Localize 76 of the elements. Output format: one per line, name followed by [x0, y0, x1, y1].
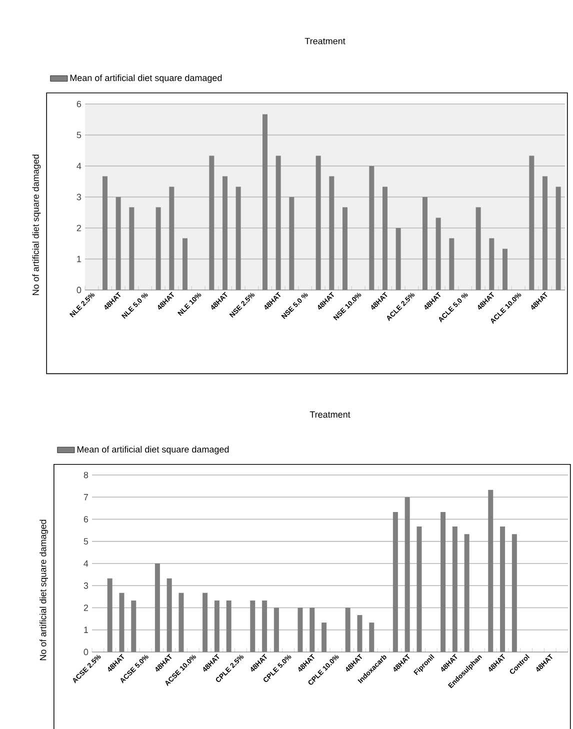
- y-tick-label: 2: [84, 604, 88, 611]
- y-tick-label: 5: [84, 538, 88, 545]
- bar: [322, 622, 327, 652]
- bar: [449, 238, 454, 290]
- y-tick-label: 2: [76, 224, 82, 232]
- y-tick-label: 3: [84, 582, 88, 589]
- y-tick-label: 7: [84, 494, 88, 500]
- bar: [276, 156, 281, 290]
- bar: [119, 592, 124, 652]
- bar: [357, 615, 362, 652]
- bar: [262, 114, 268, 290]
- legend-label: Mean of artificial diet square damaged: [70, 74, 222, 83]
- y-axis-title: No of artificial diet square damaged: [32, 154, 41, 295]
- bar: [102, 176, 108, 290]
- bar: [156, 207, 161, 290]
- bar: [182, 238, 188, 290]
- y-tick-label: 0: [84, 648, 88, 656]
- bar: [502, 248, 508, 290]
- bar: [436, 218, 441, 290]
- bar: [262, 600, 268, 652]
- y-tick-label: 8: [84, 472, 88, 478]
- bar: [404, 497, 410, 652]
- bar: [342, 207, 348, 290]
- bar: [329, 176, 334, 290]
- y-tick-label: 1: [84, 626, 88, 633]
- y-tick-label: 4: [84, 560, 88, 567]
- bar: [392, 512, 398, 652]
- bar: [236, 186, 241, 290]
- bar: [512, 534, 517, 652]
- bar: [289, 197, 294, 290]
- bar: [107, 578, 112, 652]
- bar: [500, 526, 506, 652]
- y-tick-label: 3: [76, 194, 82, 200]
- bar: [129, 207, 134, 290]
- y-tick-label: 0: [76, 286, 82, 294]
- bar: [396, 228, 401, 290]
- bar: [222, 176, 228, 290]
- bar: [369, 622, 374, 652]
- bar: [542, 176, 548, 290]
- chart-title: Treatment: [310, 411, 350, 418]
- bar: [166, 578, 172, 652]
- bar: [274, 608, 279, 652]
- bar: [369, 166, 374, 290]
- bar: [382, 186, 388, 290]
- y-tick-label: 4: [76, 162, 82, 170]
- bar: [452, 526, 458, 652]
- bar: [464, 534, 470, 652]
- bar: [250, 600, 256, 652]
- bar: [202, 592, 208, 652]
- bar: [178, 592, 184, 652]
- bar: [488, 490, 494, 652]
- bar: [529, 156, 534, 290]
- y-tick-label: 6: [76, 100, 82, 108]
- bar: [209, 156, 214, 290]
- y-tick-label: 6: [84, 516, 88, 522]
- bar: [226, 600, 232, 652]
- bar: [556, 186, 561, 290]
- y-axis-title: No of artificial diet square damaged: [40, 520, 48, 660]
- bar: [476, 207, 481, 290]
- bar: [422, 197, 428, 290]
- bar: [345, 608, 350, 652]
- bar: [116, 197, 121, 290]
- y-tick-label: 5: [76, 132, 82, 138]
- bar: [416, 526, 422, 652]
- bar: [310, 608, 315, 652]
- bar: [154, 564, 160, 652]
- bar: [440, 512, 446, 652]
- bar: [298, 608, 303, 652]
- bar: [169, 186, 174, 290]
- chart-title: Treatment: [304, 38, 346, 44]
- bar: [489, 238, 494, 290]
- y-tick-label: 1: [77, 256, 82, 262]
- bar: [131, 600, 136, 652]
- bar: [214, 600, 220, 652]
- legend-label: Mean of artificial diet square damaged: [77, 446, 229, 454]
- bar: [316, 156, 321, 290]
